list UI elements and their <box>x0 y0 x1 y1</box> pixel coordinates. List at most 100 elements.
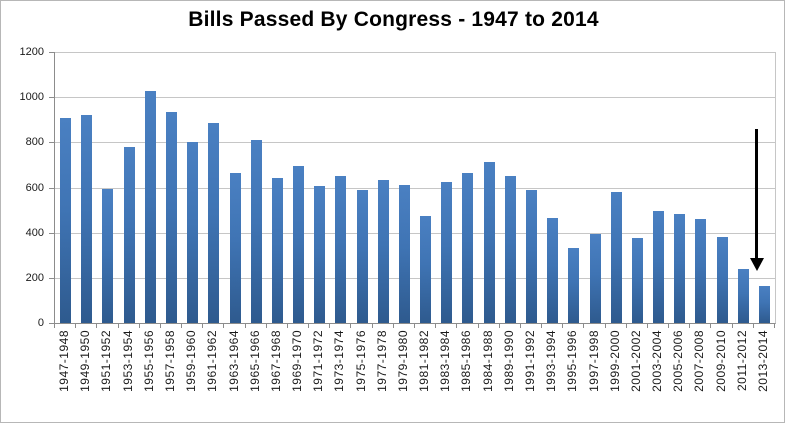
bar-1985-1986 <box>462 173 473 323</box>
gridline-y-800 <box>55 142 775 143</box>
bar-1947-1948 <box>60 118 71 323</box>
x-tick <box>181 324 182 328</box>
x-tick-label: 1981-1982 <box>417 330 431 392</box>
x-tick-label: 1953-1954 <box>121 330 135 392</box>
x-tick-label: 2009-2010 <box>714 330 728 392</box>
bar-1969-1970 <box>293 166 304 323</box>
bar-1984-1988 <box>484 162 495 323</box>
x-tick <box>456 324 457 328</box>
x-tick <box>668 324 669 328</box>
x-tick <box>202 324 203 328</box>
chart-title: Bills Passed By Congress - 1947 to 2014 <box>188 8 599 31</box>
x-tick <box>393 324 394 328</box>
x-tick-label: 1999-2000 <box>608 330 622 392</box>
x-tick <box>118 324 119 328</box>
x-tick <box>753 324 754 328</box>
annotation-arrow-head-icon <box>750 258 764 271</box>
bar-1957-1958 <box>166 112 177 323</box>
x-tick-label: 1977-1978 <box>375 330 389 392</box>
x-tick-label: 1975-1976 <box>354 330 368 392</box>
x-tick-label: 1951-1952 <box>99 330 113 392</box>
x-tick-label: 1991-1992 <box>523 330 537 392</box>
x-tick <box>626 324 627 328</box>
bar-2007-2008 <box>695 219 706 323</box>
x-tick-label: 1995-1996 <box>565 330 579 392</box>
x-tick <box>732 324 733 328</box>
bar-2009-2010 <box>717 237 728 323</box>
x-tick <box>139 324 140 328</box>
annotation-arrow-shaft <box>755 129 758 259</box>
x-tick <box>541 324 542 328</box>
x-tick-label: 1973-1974 <box>332 330 346 392</box>
x-tick <box>223 324 224 328</box>
y-tick-1200 <box>49 52 54 53</box>
x-tick <box>266 324 267 328</box>
y-tick-label: 1000 <box>19 91 44 103</box>
bar-1951-1952 <box>102 189 113 323</box>
gridline-y-400 <box>55 233 775 234</box>
x-tick-label: 1969-1970 <box>290 330 304 392</box>
x-tick <box>520 324 521 328</box>
x-tick <box>54 324 55 328</box>
x-tick <box>245 324 246 328</box>
x-tick-label: 1959-1960 <box>184 330 198 392</box>
x-tick-label: 2011-2012 <box>735 330 749 391</box>
x-tick <box>287 324 288 328</box>
x-tick <box>710 324 711 328</box>
bar-1983-1984 <box>441 182 452 323</box>
bar-1991-1992 <box>526 190 537 323</box>
bar-1971-1972 <box>314 186 325 323</box>
x-tick-label: 2007-2008 <box>692 330 706 392</box>
bar-1973-1974 <box>335 176 346 323</box>
gridline-y-1000 <box>55 97 775 98</box>
bar-1961-1962 <box>208 123 219 323</box>
x-tick <box>414 324 415 328</box>
gridline-y-1200 <box>55 52 775 53</box>
x-tick-label: 1985-1986 <box>459 330 473 392</box>
x-tick <box>647 324 648 328</box>
bar-2003-2004 <box>653 211 664 323</box>
x-tick <box>96 324 97 328</box>
bar-2001-2002 <box>632 238 643 323</box>
x-tick-label: 1989-1990 <box>502 330 516 392</box>
y-tick-600 <box>49 188 54 189</box>
x-tick <box>562 324 563 328</box>
x-tick-label: 1983-1984 <box>438 330 452 392</box>
x-tick-label: 1949-1950 <box>78 330 92 392</box>
x-tick-label: 1957-1958 <box>163 330 177 392</box>
bar-1953-1954 <box>124 147 135 323</box>
x-tick <box>689 324 690 328</box>
gridline-y-200 <box>55 278 775 279</box>
bar-2005-2006 <box>674 214 685 323</box>
x-tick <box>583 324 584 328</box>
bar-2013-2014 <box>759 286 770 323</box>
x-tick-label: 1963-1964 <box>227 330 241 392</box>
x-tick-label: 2013-2014 <box>756 330 770 392</box>
x-tick <box>605 324 606 328</box>
x-tick-label: 2005-2006 <box>671 330 685 392</box>
x-tick-label: 1947-1948 <box>57 330 71 392</box>
x-tick <box>308 324 309 328</box>
x-tick-label: 1955-1956 <box>142 330 156 392</box>
x-tick <box>75 324 76 328</box>
bar-1995-1996 <box>568 248 579 323</box>
y-tick-label: 400 <box>25 227 44 239</box>
bar-1979-1980 <box>399 185 410 323</box>
bar-1949-1950 <box>81 115 92 323</box>
x-tick <box>160 324 161 328</box>
bar-2011-2012 <box>738 269 749 323</box>
y-tick-label: 800 <box>25 136 44 148</box>
y-tick-0 <box>49 323 54 324</box>
x-tick-label: 1965-1966 <box>248 330 262 392</box>
bar-1975-1976 <box>357 190 368 323</box>
bar-1963-1964 <box>230 173 241 323</box>
x-tick <box>372 324 373 328</box>
x-tick-label: 2003-2004 <box>650 330 664 392</box>
bar-1993-1994 <box>547 218 558 323</box>
y-tick-label: 1200 <box>19 46 44 58</box>
x-tick <box>478 324 479 328</box>
x-tick-label: 1979-1980 <box>396 330 410 392</box>
x-tick-label: 1984-1988 <box>481 330 495 392</box>
y-tick-200 <box>49 278 54 279</box>
